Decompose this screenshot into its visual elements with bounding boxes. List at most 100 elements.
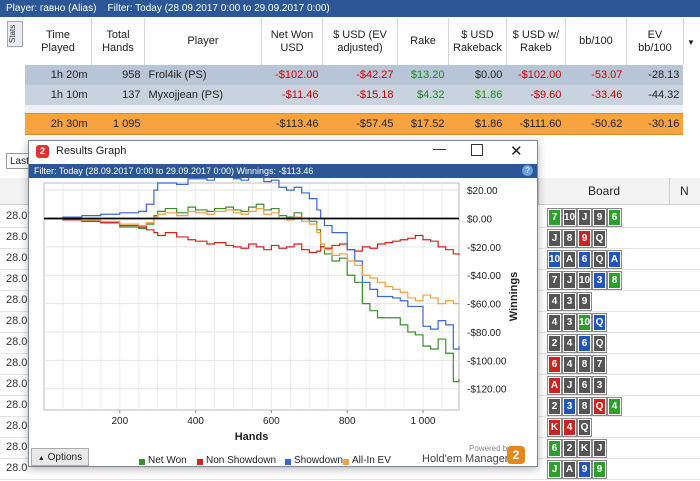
board-card: A <box>563 461 576 478</box>
cell-ev-bb100: -28.13 <box>626 65 684 85</box>
legend-label[interactable]: All-In EV <box>352 455 391 466</box>
close-icon[interactable]: ✕ <box>510 143 523 160</box>
plot-area <box>43 182 460 411</box>
y-tick-label: -$60.00 <box>467 300 501 311</box>
table-row[interactable]: 1h 20m 958 Frol4ik (PS) -$102.00 -$42.27… <box>25 65 684 85</box>
board-card: 3 <box>563 293 576 310</box>
board-card: A <box>563 251 576 268</box>
legend-swatch <box>139 459 145 465</box>
board-card: 7 <box>593 356 606 373</box>
dialog-titlebar: 2 Results Graph — ✕ <box>29 141 537 163</box>
hand-row-date: 28.0 <box>6 294 28 306</box>
stats-side-tab[interactable]: Stats <box>7 21 23 47</box>
cell-hands: 137 <box>91 85 145 105</box>
maximize-icon[interactable] <box>471 144 483 156</box>
legend-label[interactable]: Showdown <box>294 455 343 466</box>
total-ev: -$57.45 <box>322 113 398 135</box>
column-header-bb100[interactable]: bb/100 <box>565 18 627 65</box>
column-header-player[interactable]: Player <box>144 18 262 65</box>
chevron-down-icon[interactable]: ▼ <box>686 38 695 47</box>
hand-row-date: 28.0 <box>6 378 28 390</box>
help-icon[interactable]: ? <box>522 165 533 176</box>
board-card: 4 <box>563 356 576 373</box>
board-card: Q <box>593 251 606 268</box>
board-card: Q <box>578 419 591 436</box>
board-card: Q <box>593 398 606 415</box>
legend-label[interactable]: Net Won <box>148 455 187 466</box>
results-graph-plot: $20.00 $0.00 -$20.00 -$40.00 -$60.00 -$80.00 -… <box>43 178 520 443</box>
board-card: 8 <box>563 230 576 247</box>
y-tick-label: $20.00 <box>467 186 498 197</box>
board-card: J <box>563 377 576 394</box>
table-row[interactable]: 1h 10m 137 Myxojjean (PS) -$11.46 -$15.1… <box>25 85 684 105</box>
y-tick-label: -$20.00 <box>467 243 501 254</box>
hand-row-date: 28.0 <box>6 357 28 369</box>
column-header-net-won[interactable]: Net Won USD <box>261 18 323 65</box>
hand-row-date: 28.0 <box>6 462 28 474</box>
table-header-row: Time Played Total Hands Player Net Won U… <box>25 18 695 65</box>
column-header-ev-bb100[interactable]: EV bb/100 ▼ <box>626 18 695 65</box>
legend-label[interactable]: Non Showdown <box>206 455 277 466</box>
board-card: 9 <box>578 461 591 478</box>
x-tick-label: 400 <box>187 416 204 427</box>
player-filter-bar: Player: гавно (Alias) Filter: Today (28.… <box>0 0 700 17</box>
column-header-rakeback[interactable]: $ USD Rakeback <box>448 18 507 65</box>
column-header-usd-w-rakeback[interactable]: $ USD w/ Rakeb <box>506 18 566 65</box>
hand-row-date: 28.0 <box>6 231 28 243</box>
collapse-arrow-icon: ▲ <box>37 455 45 462</box>
board-card: 10 <box>578 272 591 289</box>
total-rakeback: $1.86 <box>448 113 507 135</box>
board-card: J <box>548 230 561 247</box>
total-net-won: -$113.46 <box>261 113 323 135</box>
board-card: 6 <box>548 440 561 457</box>
hand-row-date: 28.0 <box>6 336 28 348</box>
results-graph-window: 2 Results Graph — ✕ Filter: Today (28.09… <box>28 140 538 467</box>
filter-label: Filter: <box>107 3 133 14</box>
total-time: 2h 30m <box>25 113 92 135</box>
y-tick-label: -$120.00 <box>467 385 507 396</box>
board-card: 6 <box>578 335 591 352</box>
column-header-total-hands[interactable]: Total Hands <box>91 18 145 65</box>
column-header-board[interactable]: Board <box>538 178 670 204</box>
board-card: J <box>593 440 606 457</box>
board-card: 10 <box>563 209 576 226</box>
total-usd-w-rb: -$111.60 <box>506 113 566 135</box>
hand-row-date: 28.0 <box>6 252 28 264</box>
y-tick-label: -$80.00 <box>467 328 501 339</box>
player-value[interactable]: гавно (Alias) <box>39 3 97 14</box>
minimize-icon[interactable]: — <box>433 141 446 156</box>
y-axis-label: Winnings <box>508 272 520 321</box>
column-header-rake[interactable]: Rake <box>397 18 449 65</box>
board-card: 3 <box>593 272 606 289</box>
hand-row-date: 28.0 <box>6 441 28 453</box>
cell-ev: -$15.18 <box>322 85 398 105</box>
board-cards: 7 J 10 3 8 <box>548 272 623 292</box>
column-header-usd-ev[interactable]: $ USD (EV adjusted) <box>322 18 398 65</box>
total-ev-bb100: -30.16 <box>626 113 684 135</box>
filter-value[interactable]: Today (28.09.2017 0:00 to 29.09.2017 0:0… <box>135 3 330 14</box>
series-line-net-won <box>44 203 460 383</box>
series-line-showdown <box>44 178 460 350</box>
board-card: Q <box>593 335 606 352</box>
board-card: 3 <box>593 377 606 394</box>
board-card: 9 <box>593 209 606 226</box>
column-header-n[interactable]: N <box>680 184 689 198</box>
options-button[interactable]: ▲ Options <box>31 448 89 466</box>
board-card: K <box>578 440 591 457</box>
board-card: Q <box>593 314 606 331</box>
stats-table-area: Time Played Total Hands Player Net Won U… <box>25 18 700 138</box>
board-card: 8 <box>578 398 591 415</box>
series-line-non-showdown <box>44 217 460 256</box>
board-card: 6 <box>548 356 561 373</box>
hand-row-date: 28.0 <box>6 399 28 411</box>
board-cards: 7 10 J 9 6 <box>548 209 623 229</box>
column-header-time-played[interactable]: Time Played <box>25 18 92 65</box>
board-card: 4 <box>563 335 576 352</box>
cell-rakeback: $1.86 <box>448 85 507 105</box>
board-card: 10 <box>548 251 561 268</box>
dialog-filter-text: Filter: Today (28.09.2017 0:00 to 29.09.… <box>34 166 314 176</box>
hm2-logo-icon: 2 <box>36 145 49 158</box>
board-card: 9 <box>593 461 606 478</box>
cell-net-won: -$11.46 <box>261 85 323 105</box>
